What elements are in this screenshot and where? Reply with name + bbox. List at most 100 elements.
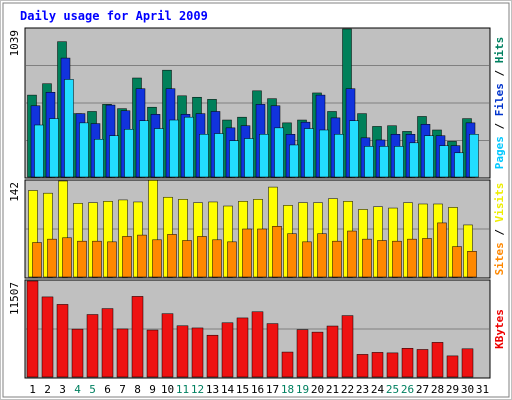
x-axis: 1 2 3 4 5 6 7 8 9 10 11 12 13 14 15 16 17 18 19 20 21 22 23 24 2… — [29, 383, 489, 396]
bar-sites — [392, 240, 402, 278]
bar-kbytes — [161, 313, 174, 378]
bar-kbytes — [71, 328, 84, 378]
x-tick-label: 14 — [221, 383, 235, 396]
chart-panels: 1039 Pages / Files / Hits 142 Sites / Visit… — [8, 27, 506, 379]
series-pages — [34, 79, 479, 178]
series-legend: Sites / Visits — [493, 183, 506, 276]
bar-kbytes — [326, 325, 339, 378]
y-max-label: 11507 — [8, 282, 21, 315]
x-tick-label: 7 — [119, 383, 126, 396]
bar-kbytes — [41, 296, 54, 378]
x-tick-label: 23 — [356, 383, 369, 396]
panel-visits-sites: 142 Sites / Visits — [8, 179, 506, 279]
bar-sites — [422, 238, 432, 278]
bar-sites — [62, 237, 72, 278]
legend-entry: Hits — [493, 37, 506, 64]
x-tick-label: 9 — [149, 383, 156, 396]
legend-entry: / — [493, 116, 506, 136]
x-tick-label: 17 — [266, 383, 279, 396]
bar-kbytes — [461, 348, 474, 378]
bar-sites — [242, 228, 252, 278]
legend-entry: / — [493, 63, 506, 83]
legend-entry: Visits — [493, 183, 506, 223]
bar-sites — [122, 236, 132, 278]
x-tick-label: 20 — [311, 383, 324, 396]
x-tick-label: 5 — [89, 383, 96, 396]
legend-entry: / — [493, 222, 506, 242]
bar-pages — [199, 134, 209, 178]
x-tick-label: 27 — [416, 383, 429, 396]
bar-kbytes — [191, 327, 204, 378]
bar-kbytes — [296, 329, 309, 378]
bar-sites — [167, 234, 177, 278]
bar-sites — [92, 240, 102, 278]
x-tick-label: 26 — [401, 383, 414, 396]
bar-sites — [152, 239, 162, 278]
x-tick-label: 28 — [431, 383, 444, 396]
bar-sites — [257, 228, 267, 278]
bar-pages — [169, 119, 179, 178]
bar-pages — [64, 79, 74, 178]
series-legend: Pages / Files / Hits — [493, 37, 506, 170]
x-tick-label: 6 — [104, 383, 111, 396]
bar-pages — [184, 116, 194, 178]
bar-sites — [137, 234, 147, 278]
bar-pages — [454, 152, 464, 178]
bar-pages — [469, 134, 479, 178]
bar-pages — [274, 127, 284, 178]
bar-pages — [139, 120, 149, 178]
y-max-label: 142 — [8, 182, 21, 202]
bar-sites — [407, 238, 417, 278]
series-kbytes — [26, 280, 474, 378]
x-tick-label: 13 — [206, 383, 219, 396]
bar-pages — [49, 118, 59, 178]
bar-kbytes — [356, 354, 369, 378]
bar-sites — [467, 251, 477, 278]
bar-sites — [437, 222, 447, 278]
bar-kbytes — [86, 314, 99, 378]
x-tick-label: 30 — [461, 383, 474, 396]
bar-kbytes — [251, 311, 264, 378]
bar-pages — [379, 146, 389, 178]
bar-sites — [347, 230, 357, 278]
bar-sites — [332, 240, 342, 278]
bar-kbytes — [341, 315, 354, 378]
x-tick-label: 11 — [176, 383, 189, 396]
x-tick-label: 31 — [476, 383, 489, 396]
bar-kbytes — [206, 334, 219, 378]
bar-kbytes — [56, 304, 69, 378]
bar-sites — [182, 240, 192, 278]
x-tick-label: 24 — [371, 383, 385, 396]
bar-sites — [107, 241, 117, 278]
bar-kbytes — [311, 331, 324, 378]
bar-sites — [452, 246, 462, 278]
x-tick-label: 12 — [191, 383, 204, 396]
x-tick-label: 1 — [29, 383, 36, 396]
bar-pages — [229, 140, 239, 178]
x-tick-label: 21 — [326, 383, 339, 396]
bar-sites — [287, 233, 297, 278]
bar-sites — [302, 241, 312, 278]
bar-pages — [319, 129, 329, 178]
bar-sites — [77, 240, 87, 278]
bar-pages — [214, 133, 224, 178]
bar-sites — [227, 241, 237, 278]
bar-pages — [349, 120, 359, 178]
bar-sites — [212, 239, 222, 278]
x-tick-label: 29 — [446, 383, 459, 396]
panel-kbytes: 11507 KBytes — [8, 279, 506, 379]
x-tick-label: 18 — [281, 383, 294, 396]
bar-pages — [124, 129, 134, 178]
bar-sites — [317, 233, 327, 278]
bar-pages — [364, 146, 374, 178]
legend-entry: Pages — [493, 136, 506, 169]
bar-kbytes — [401, 348, 414, 378]
bar-pages — [154, 128, 164, 178]
x-tick-label: 15 — [236, 383, 249, 396]
bar-pages — [289, 144, 299, 178]
bar-kbytes — [281, 351, 294, 378]
bar-sites — [197, 236, 207, 278]
bar-kbytes — [236, 317, 249, 378]
bar-pages — [439, 145, 449, 178]
bar-kbytes — [266, 323, 279, 378]
